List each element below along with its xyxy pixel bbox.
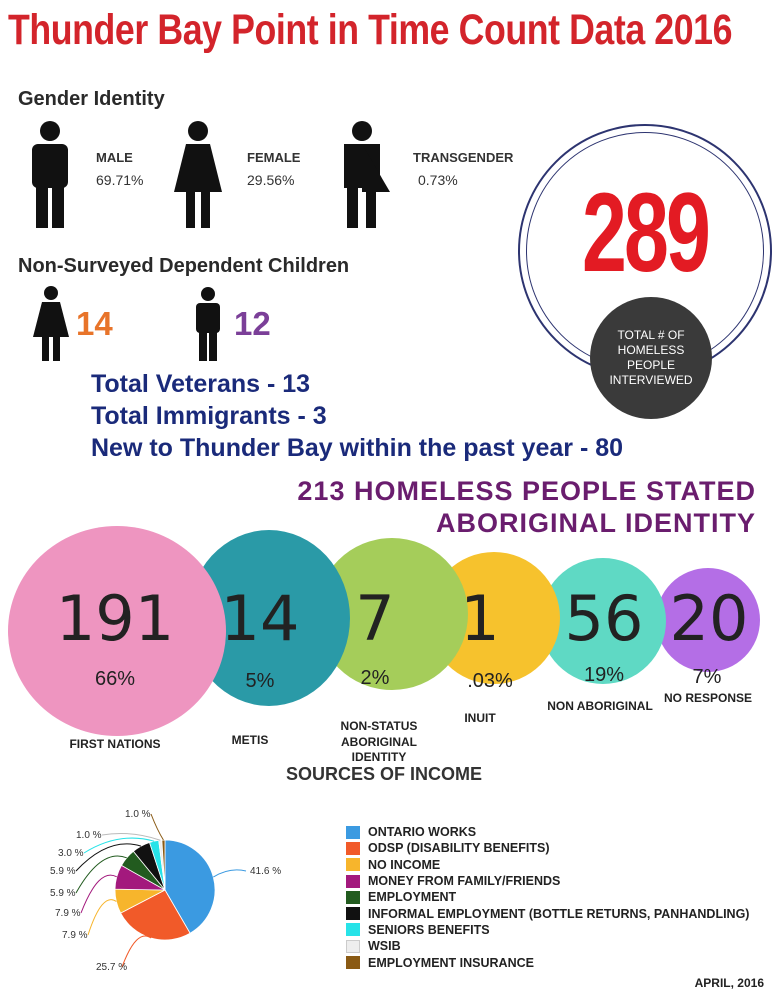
total-veterans: Total Veterans - 13 <box>91 370 311 398</box>
transgender-value: 0.73% <box>418 172 458 188</box>
no-response-bubble <box>656 568 760 672</box>
aboriginal-heading-line1: 213 HOMELESS PEOPLE STATED <box>297 476 756 506</box>
pie-leader-line <box>80 874 117 914</box>
legend-swatch <box>346 923 360 937</box>
boys-count: 12 <box>234 305 271 342</box>
pie-slice-label: 25.7 % <box>96 962 127 973</box>
non-aboriginal-pct: 19% <box>583 664 625 686</box>
female-label: FEMALE <box>247 150 301 165</box>
legend-swatch <box>346 956 360 970</box>
pie-leader-line <box>83 837 155 854</box>
first-nations-pct: 66% <box>94 668 136 690</box>
pie-leader-line <box>213 869 247 878</box>
non-status-pct: 2% <box>360 667 390 689</box>
metis-count: 14 <box>220 582 300 655</box>
pie-slice-label: 3.0 % <box>58 848 84 859</box>
legend-swatch <box>346 874 360 888</box>
pie-slice <box>164 839 216 934</box>
no-response-pct: 7% <box>692 666 722 688</box>
legend-item: INFORMAL EMPLOYMENT (BOTTLE RETURNS, PAN… <box>346 905 749 921</box>
legend-swatch <box>346 939 360 953</box>
pie-slice-label: 1.0 % <box>125 809 151 820</box>
metis-pct: 5% <box>245 670 275 692</box>
legend-label: NO INCOME <box>368 857 441 872</box>
pie-slice-label: 7.9 % <box>55 908 81 919</box>
new-arrivals: New to Thunder Bay within the past year … <box>91 434 624 462</box>
pie-leader-line <box>75 843 142 872</box>
non-status-count: 7 <box>355 582 395 655</box>
no-response-count: 20 <box>669 582 749 655</box>
legend-item: ONTARIO WORKS <box>346 824 749 840</box>
transgender-icon <box>344 121 390 228</box>
page-title: Thunder Bay Point in Time Count Data 201… <box>8 6 733 54</box>
inuit-pct: .03% <box>467 670 513 692</box>
pie-leader-line <box>75 855 127 894</box>
pie-leader-line <box>150 813 164 841</box>
legend-swatch <box>346 841 360 855</box>
pie-slice-label: 5.9 % <box>50 866 76 877</box>
total-interviewed-caption: TOTAL # OF HOMELESS PEOPLE INTERVIEWED <box>590 297 712 419</box>
non-status-label: NON-STATUS ABORIGINAL IDENTITY <box>340 719 418 765</box>
pie-leader-line <box>87 899 117 936</box>
transgender-label: TRANSGENDER <box>413 150 514 165</box>
pie-leader-line <box>101 832 161 841</box>
non-aboriginal-bubble <box>540 558 666 684</box>
legend-label: EMPLOYMENT <box>368 890 457 905</box>
income-title: SOURCES OF INCOME <box>286 764 483 784</box>
legend-label: ONTARIO WORKS <box>368 825 477 840</box>
legend-label: WSIB <box>368 939 401 954</box>
no-response-label: NO RESPONSE <box>663 691 753 705</box>
legend-item: ODSP (DISABILITY BENEFITS) <box>346 840 749 856</box>
metis-label: METIS <box>231 733 269 747</box>
girl-icon <box>33 286 69 361</box>
legend-item: MONEY FROM FAMILY/FRIENDS <box>346 873 749 889</box>
gender-heading: Gender Identity <box>18 88 165 110</box>
boy-icon <box>196 287 220 361</box>
income-pie-chart: 41.6 % 25.7 % 7.9 % 7.9 % 5.9 % 5.9 % 3.0 % 1.0… <box>50 809 281 973</box>
report-date: APRIL, 2016 <box>694 976 764 990</box>
aboriginal-heading-line2: ABORIGINAL IDENTITY <box>435 508 756 538</box>
non-aboriginal-count: 56 <box>564 582 644 655</box>
pie-leader-line <box>121 935 152 968</box>
girls-count: 14 <box>76 305 113 342</box>
legend-swatch <box>346 890 360 904</box>
pie-slice-label: 5.9 % <box>50 888 76 899</box>
first-nations-count: 191 <box>55 582 175 655</box>
legend-swatch <box>346 907 360 921</box>
first-nations-label: FIRST NATIONS <box>69 737 161 751</box>
male-label: MALE <box>96 150 133 165</box>
inuit-label: INUIT <box>464 711 496 725</box>
legend-label: MONEY FROM FAMILY/FRIENDS <box>368 874 561 889</box>
female-icon <box>174 121 222 228</box>
legend-swatch <box>346 858 360 872</box>
legend-label: EMPLOYMENT INSURANCE <box>368 955 534 970</box>
income-legend: ONTARIO WORKS ODSP (DISABILITY BENEFITS) N… <box>346 824 749 971</box>
male-value: 69.71% <box>96 172 144 188</box>
legend-item: EMPLOYMENT INSURANCE <box>346 954 749 970</box>
legend-label: INFORMAL EMPLOYMENT (BOTTLE RETURNS, PAN… <box>368 906 750 921</box>
legend-label: ODSP (DISABILITY BENEFITS) <box>368 841 550 856</box>
female-value: 29.56% <box>247 172 295 188</box>
legend-item: EMPLOYMENT <box>346 889 749 905</box>
legend-item: WSIB <box>346 938 749 954</box>
first-nations-bubble <box>8 526 226 736</box>
pie-slice-label: 7.9 % <box>62 930 88 941</box>
legend-item: SENIORS BENEFITS <box>346 922 749 938</box>
legend-label: SENIORS BENEFITS <box>368 922 490 937</box>
legend-item: NO INCOME <box>346 857 749 873</box>
dependents-heading: Non-Surveyed Dependent Children <box>18 255 350 277</box>
non-aboriginal-label: NON ABORIGINAL <box>547 699 653 713</box>
pie-slice-label: 1.0 % <box>76 830 102 841</box>
inuit-count: 1 <box>460 582 500 655</box>
total-immigrants: Total Immigrants - 3 <box>91 402 327 430</box>
total-interviewed-number: 289 <box>582 170 711 295</box>
pie-slice-label: 41.6 % <box>250 866 281 877</box>
male-icon <box>32 121 68 228</box>
legend-swatch <box>346 825 360 839</box>
